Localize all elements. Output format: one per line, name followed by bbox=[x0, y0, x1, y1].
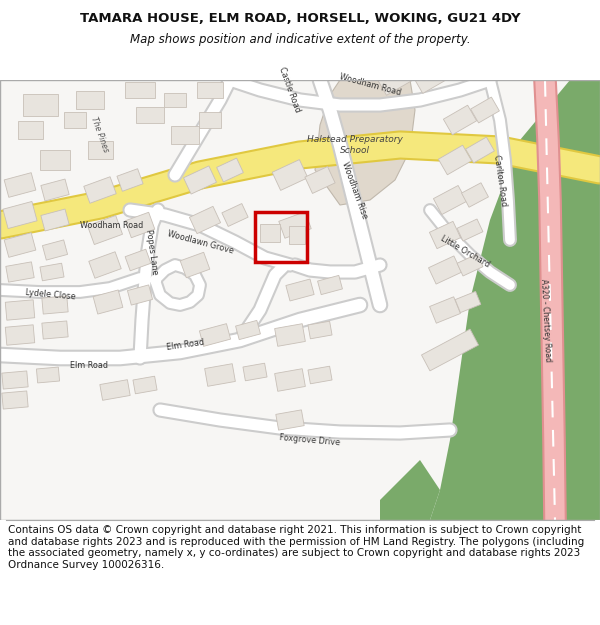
Bar bbox=[125, 82, 155, 98]
Bar bbox=[289, 226, 305, 244]
Bar bbox=[443, 105, 476, 135]
Text: Contains OS data © Crown copyright and database right 2021. This information is : Contains OS data © Crown copyright and d… bbox=[8, 525, 584, 570]
Bar bbox=[205, 364, 235, 386]
Bar bbox=[3, 201, 37, 229]
Bar bbox=[199, 112, 221, 128]
Bar bbox=[199, 324, 230, 346]
Bar bbox=[272, 159, 308, 191]
Bar bbox=[5, 325, 35, 345]
Bar bbox=[42, 321, 68, 339]
Text: Popes Lane: Popes Lane bbox=[145, 229, 160, 275]
Bar bbox=[439, 145, 472, 175]
Bar bbox=[236, 321, 260, 339]
Text: Woodlawn Grove: Woodlawn Grove bbox=[166, 229, 234, 255]
Text: TAMARA HOUSE, ELM ROAD, HORSELL, WOKING, GU21 4DY: TAMARA HOUSE, ELM ROAD, HORSELL, WOKING,… bbox=[80, 12, 520, 26]
Text: Lydele Close: Lydele Close bbox=[25, 288, 76, 302]
Bar bbox=[276, 410, 304, 430]
Bar bbox=[42, 296, 68, 314]
Bar bbox=[466, 137, 494, 163]
Bar bbox=[6, 262, 34, 282]
Bar bbox=[17, 121, 43, 139]
Bar bbox=[125, 249, 151, 271]
Polygon shape bbox=[430, 80, 600, 520]
Bar bbox=[190, 206, 221, 234]
Bar bbox=[40, 263, 64, 281]
Bar bbox=[127, 285, 152, 305]
Bar bbox=[377, 65, 412, 95]
Bar bbox=[308, 366, 332, 384]
Bar bbox=[43, 240, 68, 260]
Bar bbox=[164, 93, 186, 107]
Bar bbox=[461, 182, 488, 208]
Text: Foxgrove Drive: Foxgrove Drive bbox=[279, 433, 341, 447]
Bar bbox=[317, 276, 343, 294]
Text: Elm Road: Elm Road bbox=[166, 338, 205, 352]
Bar bbox=[457, 254, 483, 276]
Bar bbox=[433, 186, 467, 214]
Bar bbox=[275, 369, 305, 391]
Text: Woodham Road: Woodham Road bbox=[338, 72, 402, 98]
Bar bbox=[184, 166, 217, 194]
Text: Carlton Road: Carlton Road bbox=[492, 154, 508, 206]
Text: Castle Road: Castle Road bbox=[278, 66, 302, 114]
Bar bbox=[93, 290, 123, 314]
Text: Map shows position and indicative extent of the property.: Map shows position and indicative extent… bbox=[130, 32, 470, 46]
Bar bbox=[428, 256, 461, 284]
Bar bbox=[23, 94, 58, 116]
Bar bbox=[100, 380, 130, 400]
Bar bbox=[88, 216, 122, 244]
Bar bbox=[41, 209, 69, 231]
Bar bbox=[41, 179, 69, 201]
Polygon shape bbox=[380, 460, 440, 520]
Bar bbox=[2, 371, 28, 389]
Text: Woodham Rise: Woodham Rise bbox=[341, 161, 370, 219]
Bar bbox=[457, 219, 483, 241]
Bar bbox=[4, 173, 36, 198]
Bar bbox=[180, 253, 210, 278]
Bar bbox=[125, 213, 155, 238]
Bar bbox=[40, 150, 70, 170]
Bar bbox=[455, 291, 481, 312]
Bar bbox=[84, 177, 116, 203]
Bar bbox=[64, 112, 86, 128]
Bar bbox=[171, 126, 199, 144]
Bar bbox=[89, 252, 121, 278]
Bar bbox=[275, 324, 305, 346]
Bar bbox=[308, 321, 332, 339]
Bar bbox=[133, 376, 157, 394]
Bar bbox=[4, 232, 36, 258]
Text: Little Orchard: Little Orchard bbox=[439, 234, 491, 269]
Bar bbox=[470, 97, 499, 123]
Bar bbox=[421, 329, 479, 371]
Bar bbox=[88, 141, 113, 159]
Bar bbox=[279, 212, 311, 238]
Bar bbox=[117, 169, 143, 191]
Bar bbox=[217, 158, 244, 182]
Bar bbox=[305, 166, 335, 194]
Bar bbox=[2, 391, 28, 409]
Bar bbox=[243, 363, 267, 381]
Text: A320 - Chertsey Road: A320 - Chertsey Road bbox=[539, 278, 553, 362]
Bar bbox=[222, 204, 248, 226]
Bar bbox=[76, 91, 104, 109]
Text: The Pines: The Pines bbox=[89, 116, 110, 154]
Bar bbox=[197, 82, 223, 98]
Bar bbox=[286, 279, 314, 301]
Bar bbox=[430, 297, 460, 323]
Bar bbox=[37, 367, 59, 383]
Text: Elm Road: Elm Road bbox=[70, 361, 108, 369]
Bar bbox=[430, 221, 461, 249]
Bar bbox=[260, 224, 280, 242]
Bar bbox=[415, 67, 445, 93]
Bar bbox=[5, 300, 35, 320]
Text: Halstead Preparatory
School: Halstead Preparatory School bbox=[307, 135, 403, 155]
Bar bbox=[255, 212, 307, 262]
Polygon shape bbox=[315, 80, 415, 205]
Text: Woodham Road: Woodham Road bbox=[80, 221, 143, 229]
Bar bbox=[136, 107, 164, 123]
